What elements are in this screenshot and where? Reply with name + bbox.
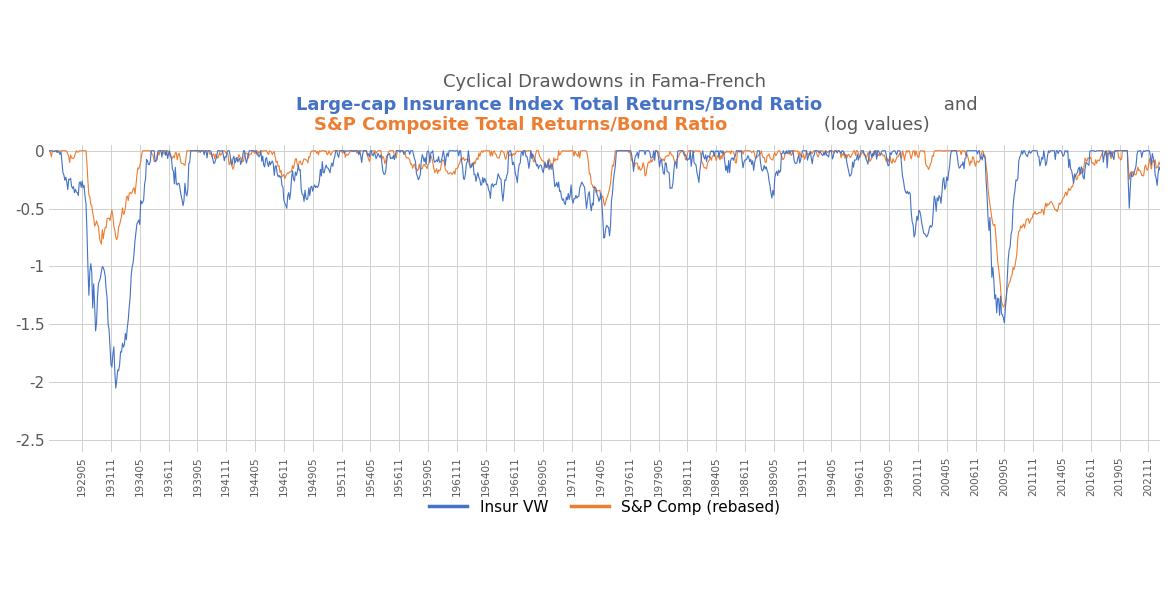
Text: and: and xyxy=(938,96,978,115)
Text: S&P Composite Total Returns/Bond Ratio: S&P Composite Total Returns/Bond Ratio xyxy=(314,116,727,134)
Text: Large-cap Insurance Index Total Returns/Bond Ratio: Large-cap Insurance Index Total Returns/… xyxy=(296,96,822,115)
Text: (log values): (log values) xyxy=(818,116,929,134)
Text: Cyclical Drawdowns in Fama-French: Cyclical Drawdowns in Fama-French xyxy=(443,73,766,92)
Legend: Insur VW, S&P Comp (rebased): Insur VW, S&P Comp (rebased) xyxy=(423,493,786,521)
